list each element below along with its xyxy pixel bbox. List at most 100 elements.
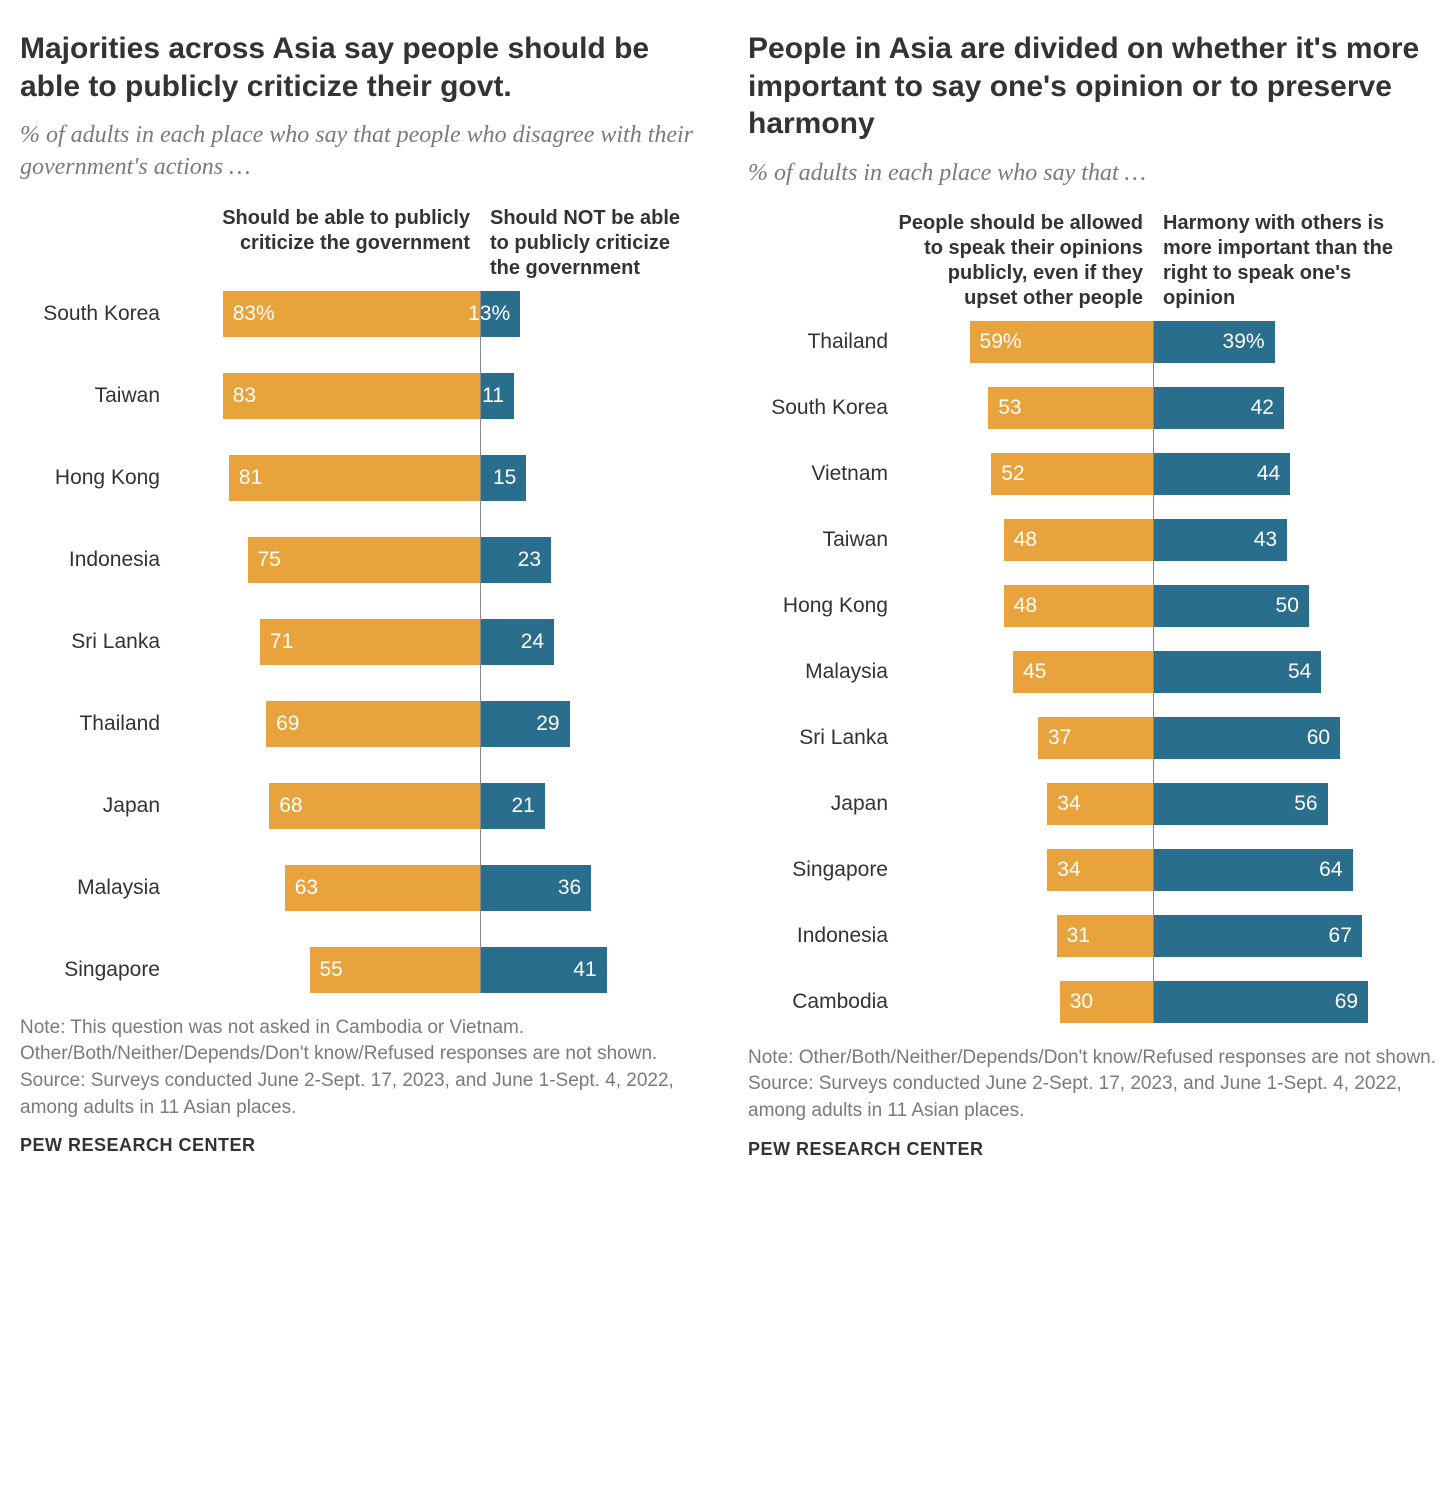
bar-right: 23 xyxy=(480,537,551,583)
bar-left: 83 xyxy=(223,373,480,419)
right-note: Note: Other/Both/Neither/Depends/Don't k… xyxy=(748,1045,1436,1125)
bar-right: 43 xyxy=(1153,519,1287,561)
data-row: Cambodia 3069 xyxy=(748,981,1436,1023)
bar-left: 55 xyxy=(310,947,481,993)
left-column-headers: Should be able to publicly criticize the… xyxy=(20,206,708,281)
row-label: Hong Kong xyxy=(748,594,898,618)
left-chart-subtitle: % of adults in each place who say that p… xyxy=(20,119,708,184)
data-row: Sri Lanka 7124 xyxy=(20,619,708,665)
row-label: Malaysia xyxy=(748,660,898,684)
row-label: Taiwan xyxy=(20,384,170,408)
axis-line xyxy=(1153,321,1154,1023)
bar-left: 81 xyxy=(229,455,480,501)
bar-right: 11 xyxy=(480,373,514,419)
bar-left: 34 xyxy=(1047,849,1153,891)
right-chart-subtitle: % of adults in each place who say that … xyxy=(748,157,1436,189)
bar-left: 63 xyxy=(285,865,480,911)
bar-right: 60 xyxy=(1153,717,1340,759)
bar-right: 69 xyxy=(1153,981,1368,1023)
data-row: Hong Kong4850 xyxy=(748,585,1436,627)
bar-left: 48 xyxy=(1004,519,1153,561)
bar-left: 37 xyxy=(1038,717,1153,759)
data-row: Thailand 59%39% xyxy=(748,321,1436,363)
bar-left: 45 xyxy=(1013,651,1153,693)
bar-left: 59% xyxy=(970,321,1153,363)
column-header-right: Harmony with others is more important th… xyxy=(1153,211,1418,311)
right-chart-title: People in Asia are divided on whether it… xyxy=(748,30,1436,143)
data-row: Taiwan 8311 xyxy=(20,373,708,419)
right-note-1: Note: Other/Both/Neither/Depends/Don't k… xyxy=(748,1045,1436,1072)
data-row: Indonesia 7523 xyxy=(20,537,708,583)
left-panel: Majorities across Asia say people should… xyxy=(20,30,708,1156)
data-row: Singapore 5541 xyxy=(20,947,708,993)
row-label: Cambodia xyxy=(748,990,898,1014)
bar-left: 31 xyxy=(1057,915,1153,957)
data-row: Hong Kong 8115 xyxy=(20,455,708,501)
bar-right: 36 xyxy=(480,865,591,911)
left-chart-title: Majorities across Asia say people should… xyxy=(20,30,708,105)
right-attribution: PEW RESEARCH CENTER xyxy=(748,1139,1436,1160)
bar-left: 68 xyxy=(269,783,480,829)
bar-left: 30 xyxy=(1060,981,1153,1023)
bar-right: 64 xyxy=(1153,849,1353,891)
row-label: Sri Lanka xyxy=(748,726,898,750)
bar-right: 21 xyxy=(480,783,545,829)
row-label: Sri Lanka xyxy=(20,630,170,654)
bar-right: 42 xyxy=(1153,387,1284,429)
bar-right: 67 xyxy=(1153,915,1362,957)
row-label: Indonesia xyxy=(748,924,898,948)
axis-line xyxy=(480,291,481,993)
bar-left: 53 xyxy=(988,387,1153,429)
bar-right: 29 xyxy=(480,701,570,747)
left-note: Note: This question was not asked in Cam… xyxy=(20,1015,708,1121)
row-label: Japan xyxy=(20,794,170,818)
left-note-1: Note: This question was not asked in Cam… xyxy=(20,1015,708,1068)
charts-container: Majorities across Asia say people should… xyxy=(20,30,1436,1160)
bar-right: 56 xyxy=(1153,783,1328,825)
column-header-right: Should NOT be able to publicly criticize… xyxy=(480,206,690,281)
data-row: Japan 3456 xyxy=(748,783,1436,825)
data-row: South Korea83%13% xyxy=(20,291,708,337)
data-row: Singapore 3464 xyxy=(748,849,1436,891)
bar-right: 41 xyxy=(480,947,607,993)
data-row: Japan 6821 xyxy=(20,783,708,829)
data-row: Sri Lanka 3760 xyxy=(748,717,1436,759)
bar-left: 69 xyxy=(266,701,480,747)
left-rows: South Korea83%13% Taiwan 8311 Hong Kong 8115… xyxy=(20,291,708,993)
column-header-left: People should be allowed to speak their … xyxy=(898,211,1153,311)
row-label: Vietnam xyxy=(748,462,898,486)
right-rows: Thailand59%39%South Korea5342Vietnam5244… xyxy=(748,321,1436,1023)
column-header-left: Should be able to publicly criticize the… xyxy=(170,206,480,281)
right-panel: People in Asia are divided on whether it… xyxy=(748,30,1436,1160)
bar-right: 39% xyxy=(1153,321,1275,363)
row-label: South Korea xyxy=(20,302,170,326)
data-row: Taiwan 4843 xyxy=(748,519,1436,561)
bar-right: 50 xyxy=(1153,585,1309,627)
row-label: Thailand xyxy=(20,712,170,736)
bar-left: 71 xyxy=(260,619,480,665)
left-note-2: Source: Surveys conducted June 2-Sept. 1… xyxy=(20,1068,708,1121)
row-label: Singapore xyxy=(20,958,170,982)
row-label: Japan xyxy=(748,792,898,816)
data-row: Indonesia 3167 xyxy=(748,915,1436,957)
data-row: South Korea5342 xyxy=(748,387,1436,429)
data-row: Thailand 6929 xyxy=(20,701,708,747)
row-label: Indonesia xyxy=(20,548,170,572)
data-row: Malaysia 4554 xyxy=(748,651,1436,693)
bar-left: 34 xyxy=(1047,783,1153,825)
row-label: Singapore xyxy=(748,858,898,882)
bar-right: 24 xyxy=(480,619,554,665)
row-label: Taiwan xyxy=(748,528,898,552)
row-label: Malaysia xyxy=(20,876,170,900)
bar-right: 13% xyxy=(480,291,520,337)
row-label: Hong Kong xyxy=(20,466,170,490)
bar-right: 15 xyxy=(480,455,526,501)
left-attribution: PEW RESEARCH CENTER xyxy=(20,1135,708,1156)
data-row: Vietnam5244 xyxy=(748,453,1436,495)
bar-right: 54 xyxy=(1153,651,1321,693)
row-label: Thailand xyxy=(748,330,898,354)
right-note-2: Source: Surveys conducted June 2-Sept. 1… xyxy=(748,1071,1436,1124)
right-column-headers: People should be allowed to speak their … xyxy=(748,211,1436,311)
bar-left: 75 xyxy=(248,537,481,583)
bar-left: 52 xyxy=(991,453,1153,495)
